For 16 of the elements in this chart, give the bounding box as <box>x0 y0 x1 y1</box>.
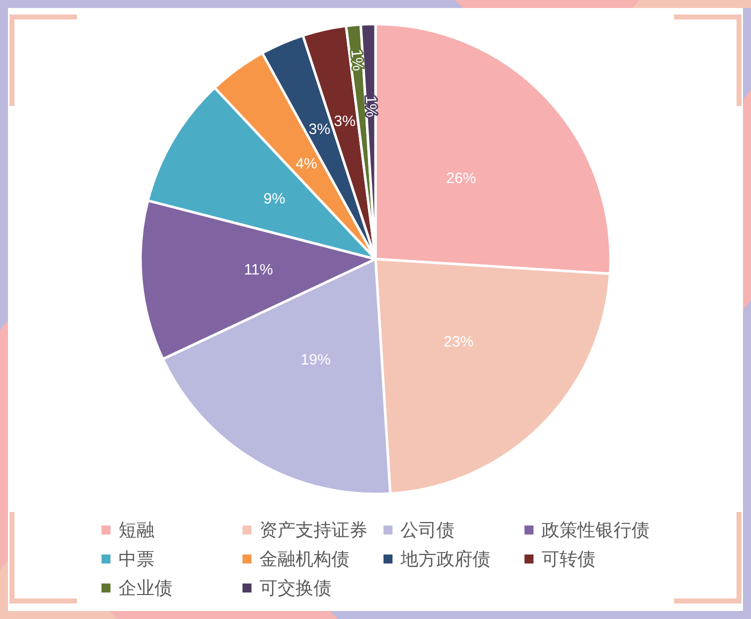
legend-label: 中票 <box>118 549 154 569</box>
data-label: 23% <box>444 334 474 351</box>
data-label: 1% <box>347 48 366 72</box>
data-label: 3% <box>334 112 356 130</box>
legend-label: 企业债 <box>118 578 172 598</box>
data-label: 3% <box>308 121 330 138</box>
legend-label: 可交换债 <box>260 578 332 598</box>
data-label: 26% <box>446 170 476 188</box>
data-label: 19% <box>300 352 331 369</box>
data-label: 9% <box>264 190 286 208</box>
data-label: 4% <box>296 155 318 172</box>
legend-label: 可转债 <box>542 549 596 569</box>
data-label: 11% <box>244 262 273 279</box>
legend-label: 金融机构债 <box>260 549 350 569</box>
legend-label: 公司债 <box>400 520 454 540</box>
legend-label: 短融 <box>118 520 154 540</box>
